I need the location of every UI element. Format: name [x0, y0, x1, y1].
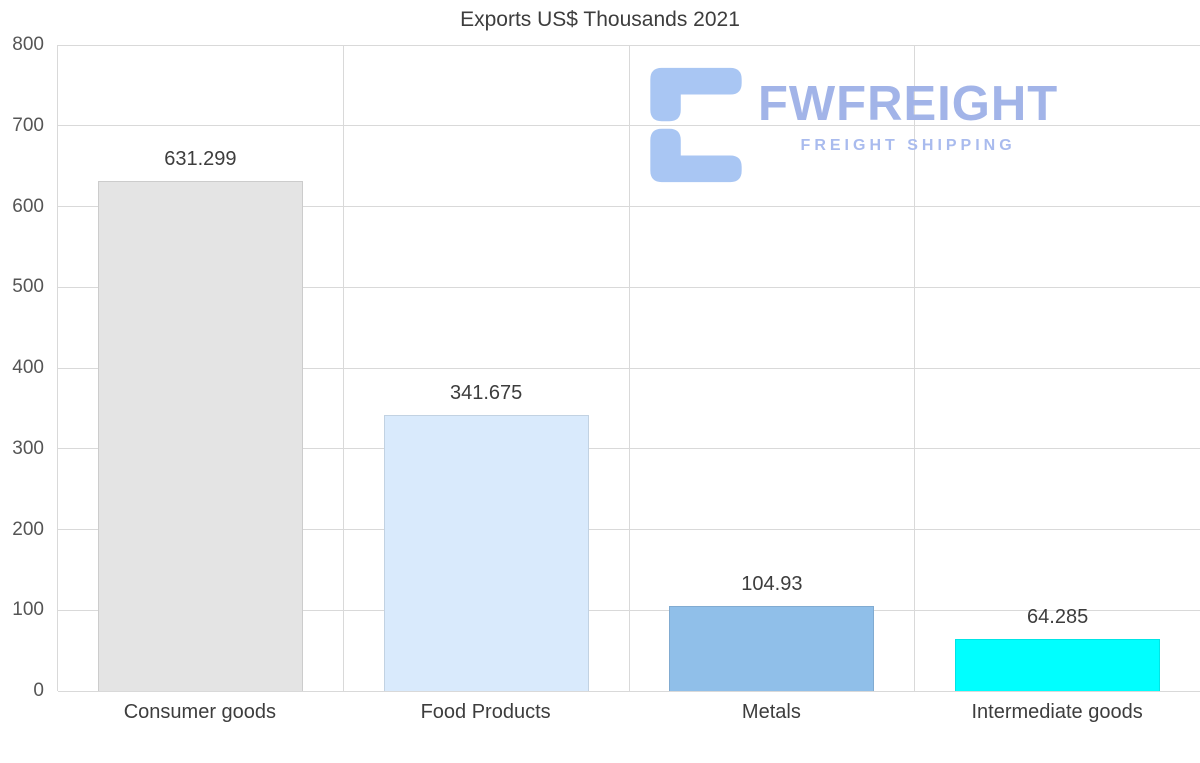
- bar-intermediate-goods: [955, 639, 1161, 691]
- y-tick-label-600: 600: [12, 195, 44, 217]
- chart-title: Exports US$ Thousands 2021: [460, 8, 740, 31]
- value-label-consumer-goods: 631.299: [164, 148, 237, 171]
- category-cell-consumer-goods: 631.299: [58, 45, 344, 691]
- y-tick-label-200: 200: [12, 518, 44, 540]
- category-cell-food-products: 341.675: [344, 45, 630, 691]
- y-axis: 0 100 200 300 400 500 600 700 800: [0, 34, 50, 701]
- y-tick-label-500: 500: [12, 276, 44, 298]
- gridline-0: [58, 690, 1200, 692]
- y-tick-label-400: 400: [12, 357, 44, 378]
- y-tick-label-800: 800: [12, 34, 44, 55]
- y-tick-label-700: 700: [12, 114, 44, 136]
- x-tick-label-intermediate-goods: Intermediate goods: [971, 701, 1143, 723]
- plot-area: 631.299 341.675 104.93 64.285: [57, 44, 1200, 692]
- bar-metals: [669, 606, 875, 691]
- bar-series: 631.299 341.675 104.93 64.285: [58, 45, 1200, 691]
- category-cell-metals: 104.93: [630, 45, 916, 691]
- value-label-intermediate-goods: 64.285: [1027, 606, 1089, 629]
- x-tick-label-consumer-goods: Consumer goods: [123, 701, 277, 723]
- y-tick-label-0: 0: [33, 680, 44, 701]
- value-label-food-products: 341.675: [449, 382, 523, 405]
- bar-consumer-goods: [97, 181, 303, 691]
- x-axis: Consumer goods Food Products Metals Interme…: [57, 701, 1200, 724]
- y-tick-label-100: 100: [12, 599, 44, 621]
- x-tick-label-metals: Metals: [741, 701, 801, 723]
- y-tick-label-300: 300: [12, 437, 44, 459]
- category-cell-intermediate-goods: 64.285: [915, 45, 1200, 691]
- bar-food-products: [383, 415, 589, 691]
- x-tick-label-food-products: Food Products: [420, 701, 551, 723]
- value-label-metals: 104.93: [741, 573, 803, 596]
